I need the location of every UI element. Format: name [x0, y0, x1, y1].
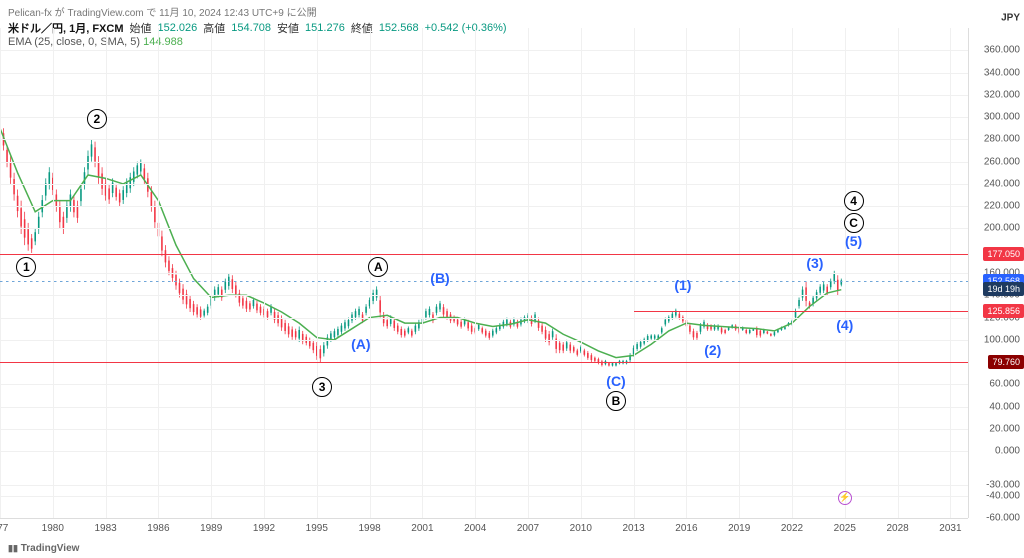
wave-label[interactable]: 3: [312, 377, 332, 397]
wave-label[interactable]: 1: [16, 257, 36, 277]
y-tick: 220.000: [984, 201, 1020, 212]
wave-label[interactable]: 4: [844, 191, 864, 211]
tradingview-logo: ▮▮ TradingView: [8, 543, 79, 554]
wave-label[interactable]: (C): [606, 373, 625, 391]
x-tick: 2001: [411, 523, 433, 534]
wave-label[interactable]: (5): [845, 233, 862, 251]
y-tick: 60.000: [989, 379, 1020, 390]
wave-label[interactable]: (A): [351, 336, 370, 354]
price-line[interactable]: [0, 281, 968, 282]
wave-label[interactable]: (3): [806, 255, 823, 273]
wave-label[interactable]: B: [606, 391, 626, 411]
y-tick: -40.000: [986, 490, 1020, 501]
x-tick: 1995: [306, 523, 328, 534]
x-tick: 2007: [517, 523, 539, 534]
x-tick: 2004: [464, 523, 486, 534]
x-tick: 977: [0, 523, 8, 534]
current-price-label: 19d 19h: [983, 282, 1024, 297]
chart-plot-area[interactable]: 1 2 3 4 A B C (A) (B) (C) (1) (2) (3) (4) (5) ⚡: [0, 28, 968, 518]
currency-label: JPY: [1001, 13, 1020, 24]
y-tick: 20.000: [989, 423, 1020, 434]
y-tick: 320.000: [984, 89, 1020, 100]
price-line[interactable]: [0, 362, 968, 363]
x-tick: 1986: [147, 523, 169, 534]
y-tick: -30.000: [986, 479, 1020, 490]
wave-label[interactable]: C: [844, 213, 864, 233]
y-tick: 240.000: [984, 178, 1020, 189]
x-tick: 2031: [939, 523, 961, 534]
price-axis[interactable]: JPY -60.000-40.000-30.0000.00020.00040.0…: [968, 28, 1024, 518]
x-tick: 1980: [42, 523, 64, 534]
y-tick: -60.000: [986, 513, 1020, 524]
price-line[interactable]: [634, 311, 968, 312]
wave-label[interactable]: (2): [704, 342, 721, 360]
x-tick: 2028: [886, 523, 908, 534]
wave-label[interactable]: (B): [430, 270, 449, 288]
x-tick: 1983: [94, 523, 116, 534]
x-tick: 1992: [253, 523, 275, 534]
wave-label[interactable]: A: [368, 257, 388, 277]
publish-info: Pelican-fx が TradingView.com で 11月 10, 2…: [8, 4, 317, 19]
x-tick: 2025: [834, 523, 856, 534]
x-tick: 2013: [622, 523, 644, 534]
wave-label[interactable]: 2: [87, 109, 107, 129]
y-tick: 40.000: [989, 401, 1020, 412]
y-tick: 200.000: [984, 223, 1020, 234]
x-tick: 2019: [728, 523, 750, 534]
price-line-label: 79.760: [988, 355, 1024, 369]
y-tick: 0.000: [995, 446, 1020, 457]
x-tick: 2016: [675, 523, 697, 534]
bolt-icon[interactable]: ⚡: [838, 491, 852, 505]
x-tick: 2022: [781, 523, 803, 534]
price-line-label: 125.856: [983, 304, 1024, 318]
wave-label[interactable]: (4): [836, 317, 853, 335]
y-tick: 100.000: [984, 334, 1020, 345]
wave-label[interactable]: (1): [674, 277, 691, 295]
y-tick: 360.000: [984, 45, 1020, 56]
time-axis[interactable]: 977 1980 1983 1986 1989 1992 1995 1998 2001 2004 2…: [0, 518, 968, 540]
x-tick: 2010: [570, 523, 592, 534]
price-line-label: 177.050: [983, 247, 1024, 261]
y-tick: 300.000: [984, 112, 1020, 123]
y-tick: 260.000: [984, 156, 1020, 167]
x-tick: 1998: [358, 523, 380, 534]
y-tick: 280.000: [984, 134, 1020, 145]
y-tick: 340.000: [984, 67, 1020, 78]
x-tick: 1989: [200, 523, 222, 534]
